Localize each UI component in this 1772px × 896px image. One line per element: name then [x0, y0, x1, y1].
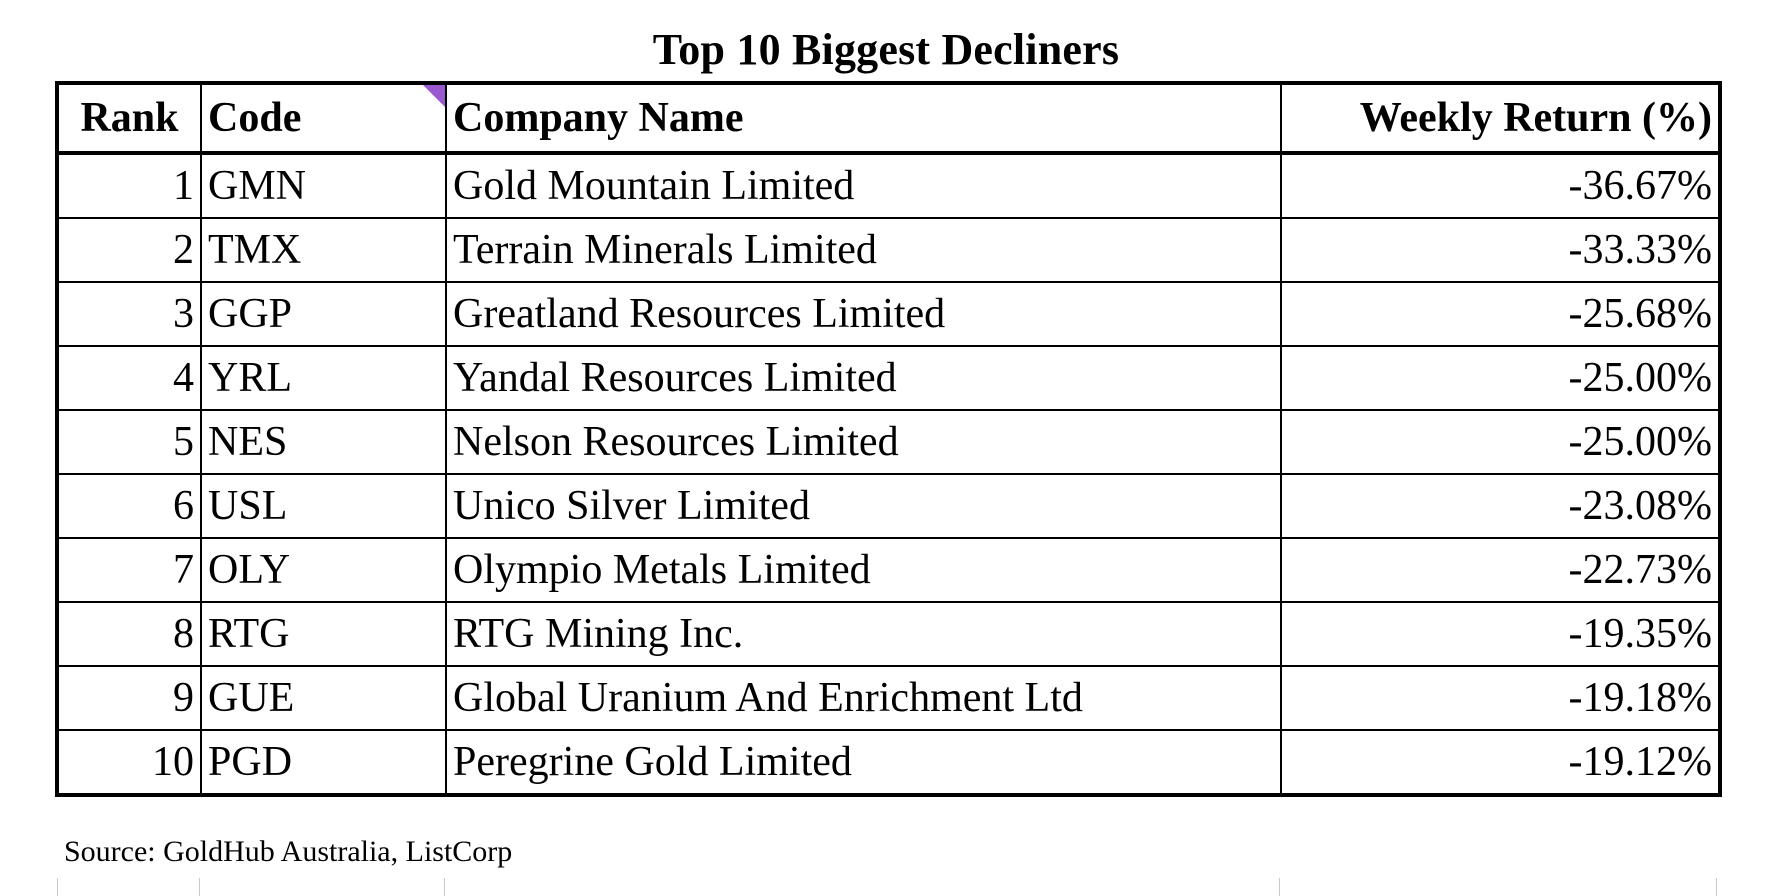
- cell-weekly-return[interactable]: -23.08%: [1280, 473, 1721, 539]
- cell-code[interactable]: NES: [200, 409, 447, 475]
- header-weekly-return[interactable]: Weekly Return (%): [1280, 82, 1721, 155]
- cell-rank[interactable]: 8: [56, 601, 202, 667]
- cell-weekly-return[interactable]: -25.00%: [1280, 345, 1721, 411]
- cell-company-name[interactable]: Global Uranium And Enrichment Ltd: [445, 665, 1282, 731]
- cell-weekly-return[interactable]: -36.67%: [1280, 152, 1721, 219]
- cell-company-name[interactable]: RTG Mining Inc.: [445, 601, 1282, 667]
- sheet-gridline: [444, 878, 445, 896]
- cell-rank[interactable]: 5: [56, 409, 202, 475]
- header-code[interactable]: Code: [200, 82, 447, 155]
- cell-company-name[interactable]: Terrain Minerals Limited: [445, 217, 1282, 283]
- cell-weekly-return[interactable]: -19.35%: [1280, 601, 1721, 667]
- table-title: Top 10 Biggest Decliners: [652, 25, 1120, 74]
- cell-code[interactable]: GUE: [200, 665, 447, 731]
- cell-weekly-return[interactable]: -19.12%: [1280, 729, 1721, 796]
- table-row: 6 USL Unico Silver Limited -23.08%: [56, 473, 1721, 539]
- header-row: Rank Code Company Name Weekly Return (%): [56, 82, 1721, 155]
- cell-rank[interactable]: 6: [56, 473, 202, 539]
- cell-code[interactable]: USL: [200, 473, 447, 539]
- table-row: 2 TMX Terrain Minerals Limited -33.33%: [56, 217, 1721, 283]
- header-company-name[interactable]: Company Name: [445, 82, 1282, 155]
- table-row: 1 GMN Gold Mountain Limited -36.67%: [56, 152, 1721, 219]
- cell-code[interactable]: RTG: [200, 601, 447, 667]
- comment-marker-icon[interactable]: [423, 85, 444, 107]
- cell-rank[interactable]: 9: [56, 665, 202, 731]
- cell-rank[interactable]: 1: [56, 152, 202, 219]
- cell-weekly-return[interactable]: -19.18%: [1280, 665, 1721, 731]
- sheet-gridline: [57, 878, 58, 896]
- table-row: 4 YRL Yandal Resources Limited -25.00%: [56, 345, 1721, 411]
- header-code-label: Code: [208, 95, 302, 141]
- cell-rank[interactable]: 2: [56, 217, 202, 283]
- cell-company-name[interactable]: Yandal Resources Limited: [445, 345, 1282, 411]
- table-row: 9 GUE Global Uranium And Enrichment Ltd …: [56, 665, 1721, 731]
- cell-rank[interactable]: 10: [56, 729, 202, 796]
- cell-code[interactable]: PGD: [200, 729, 447, 796]
- source-note: Source: GoldHub Australia, ListCorp: [64, 835, 513, 868]
- cell-company-name[interactable]: Unico Silver Limited: [445, 473, 1282, 539]
- cell-code[interactable]: TMX: [200, 217, 447, 283]
- cell-rank[interactable]: 7: [56, 537, 202, 603]
- cell-weekly-return[interactable]: -22.73%: [1280, 537, 1721, 603]
- cell-code[interactable]: YRL: [200, 345, 447, 411]
- sheet-gridline: [199, 878, 200, 896]
- cell-company-name[interactable]: Nelson Resources Limited: [445, 409, 1282, 475]
- cell-company-name[interactable]: Olympio Metals Limited: [445, 537, 1282, 603]
- cell-company-name[interactable]: Greatland Resources Limited: [445, 281, 1282, 347]
- cell-code[interactable]: GGP: [200, 281, 447, 347]
- table-row: 10 PGD Peregrine Gold Limited -19.12%: [56, 729, 1721, 796]
- cell-code[interactable]: GMN: [200, 152, 447, 219]
- table-row: 3 GGP Greatland Resources Limited -25.68…: [56, 281, 1721, 347]
- decliners-table: Rank Code Company Name Weekly Return (%)…: [55, 81, 1722, 797]
- cell-code[interactable]: OLY: [200, 537, 447, 603]
- cell-company-name[interactable]: Peregrine Gold Limited: [445, 729, 1282, 796]
- cell-weekly-return[interactable]: -33.33%: [1280, 217, 1721, 283]
- cell-rank[interactable]: 3: [56, 281, 202, 347]
- cell-weekly-return[interactable]: -25.68%: [1280, 281, 1721, 347]
- cell-weekly-return[interactable]: -25.00%: [1280, 409, 1721, 475]
- sheet-gridline: [1716, 878, 1717, 896]
- table-row: 7 OLY Olympio Metals Limited -22.73%: [56, 537, 1721, 603]
- table-row: 5 NES Nelson Resources Limited -25.00%: [56, 409, 1721, 475]
- sheet-gridline: [1279, 878, 1280, 896]
- cell-rank[interactable]: 4: [56, 345, 202, 411]
- cell-company-name[interactable]: Gold Mountain Limited: [445, 152, 1282, 219]
- header-rank[interactable]: Rank: [56, 82, 202, 155]
- table-row: 8 RTG RTG Mining Inc. -19.35%: [56, 601, 1721, 667]
